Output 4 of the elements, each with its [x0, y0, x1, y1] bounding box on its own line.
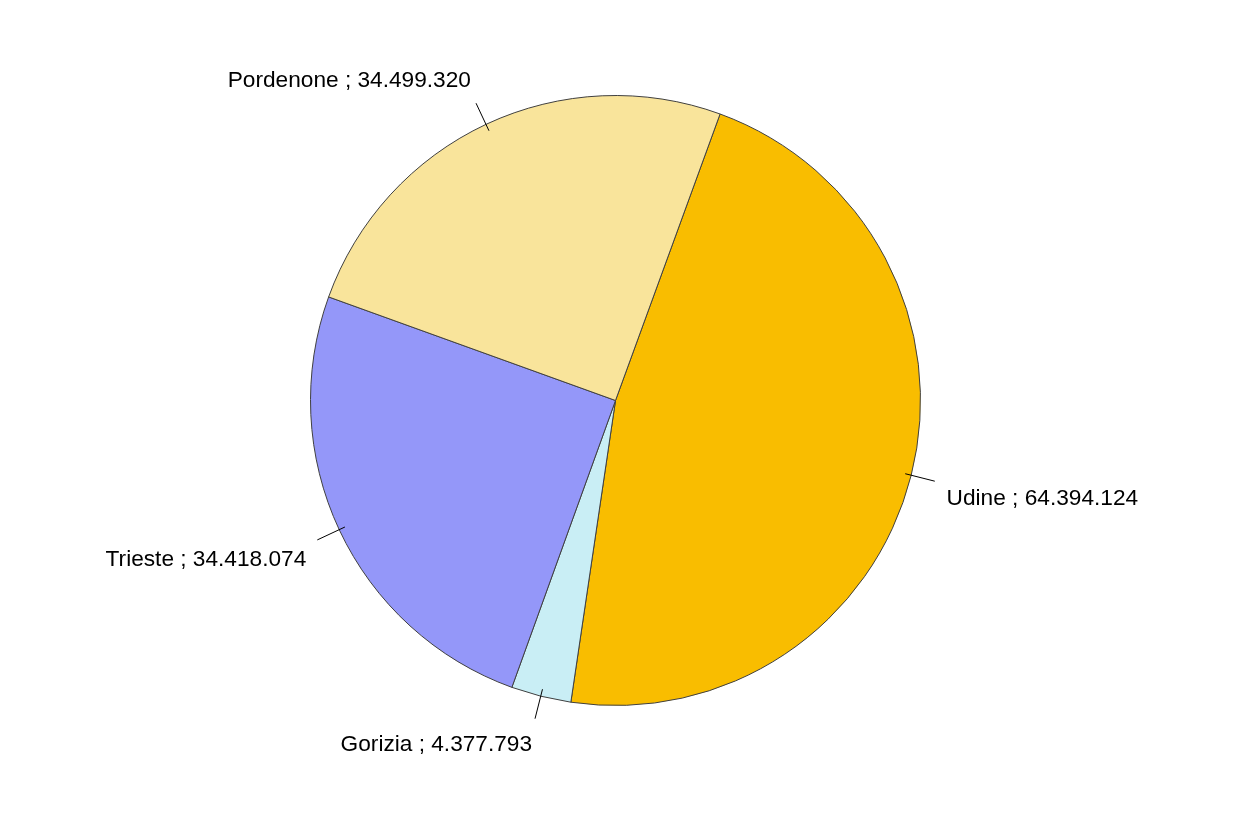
- slice-label: Udine ; 64.394.124: [946, 484, 1139, 511]
- slice-label: Trieste ; 34.418.074: [105, 545, 307, 572]
- slice-label: Gorizia ; 4.377.793: [340, 730, 533, 757]
- slice-label: Pordenone ; 34.499.320: [227, 66, 471, 93]
